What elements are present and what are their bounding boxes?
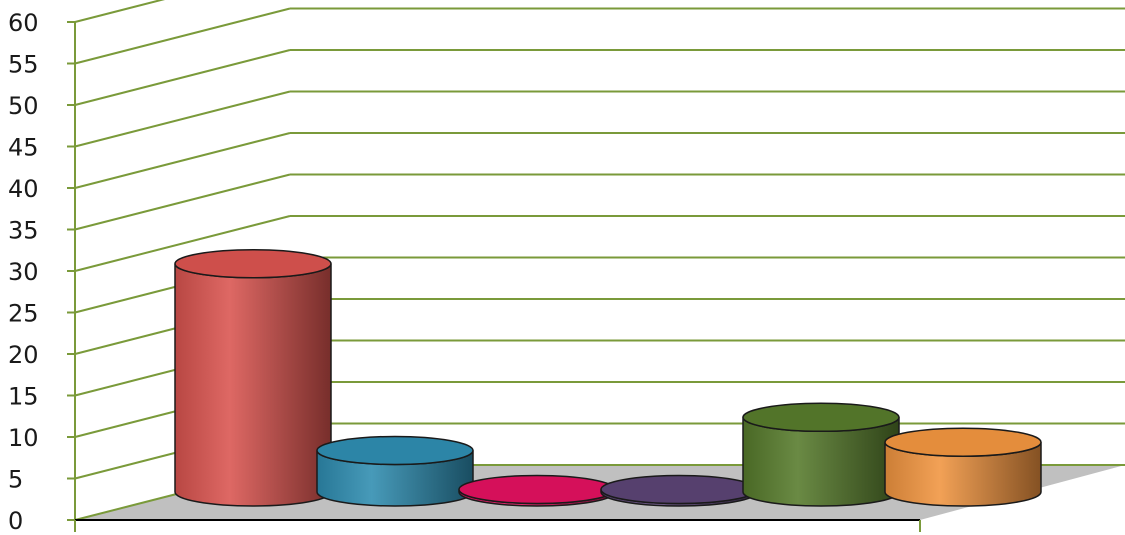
gridline-side: [74, 49, 291, 106]
y-tick-label: 30: [8, 258, 39, 286]
bar-cylinder: [458, 474, 616, 507]
y-tick-label: 15: [8, 383, 39, 411]
gridline-side: [74, 90, 291, 148]
bar-cylinder-top: [600, 474, 758, 505]
gridline-side: [74, 215, 291, 272]
bar-cylinder-top: [458, 474, 616, 505]
bar-cylinder-top: [742, 402, 900, 433]
gridline-side: [74, 132, 291, 189]
axis-layer: [67, 21, 921, 532]
y-tick-label: 10: [8, 424, 39, 452]
y-tick-label: 55: [8, 51, 39, 79]
bar-cylinder: [600, 474, 758, 507]
y-tick-label: 50: [8, 92, 39, 120]
y-tick-label: 25: [8, 300, 39, 328]
bar-cylinder-body: [174, 263, 332, 507]
y-tick-label: 45: [8, 134, 39, 162]
bar-cylinder-top: [884, 427, 1042, 457]
y-tick-label: 35: [8, 217, 39, 245]
bar-cylinder-top: [174, 249, 332, 279]
y-tick-label-layer: 0 5 10 15 20 25 30 35 40 45 50 55 60: [8, 9, 39, 535]
y-tick-label: 5: [8, 466, 23, 494]
y-tick-label: 40: [8, 175, 39, 203]
gridline-side: [74, 173, 291, 231]
bar-cylinder-top: [316, 435, 474, 466]
gridline-side: [74, 7, 291, 65]
bar-layer: [174, 249, 1042, 507]
y-tick-label: 60: [8, 9, 39, 37]
gridline-side: [74, 0, 166, 23]
bar-cylinder: [742, 402, 900, 507]
bar-cylinder: [884, 427, 1042, 507]
bar-cylinder: [316, 435, 474, 507]
bar-cylinder: [174, 249, 332, 507]
y-tick-label: 20: [8, 341, 39, 369]
y-tick-label: 0: [8, 507, 23, 535]
